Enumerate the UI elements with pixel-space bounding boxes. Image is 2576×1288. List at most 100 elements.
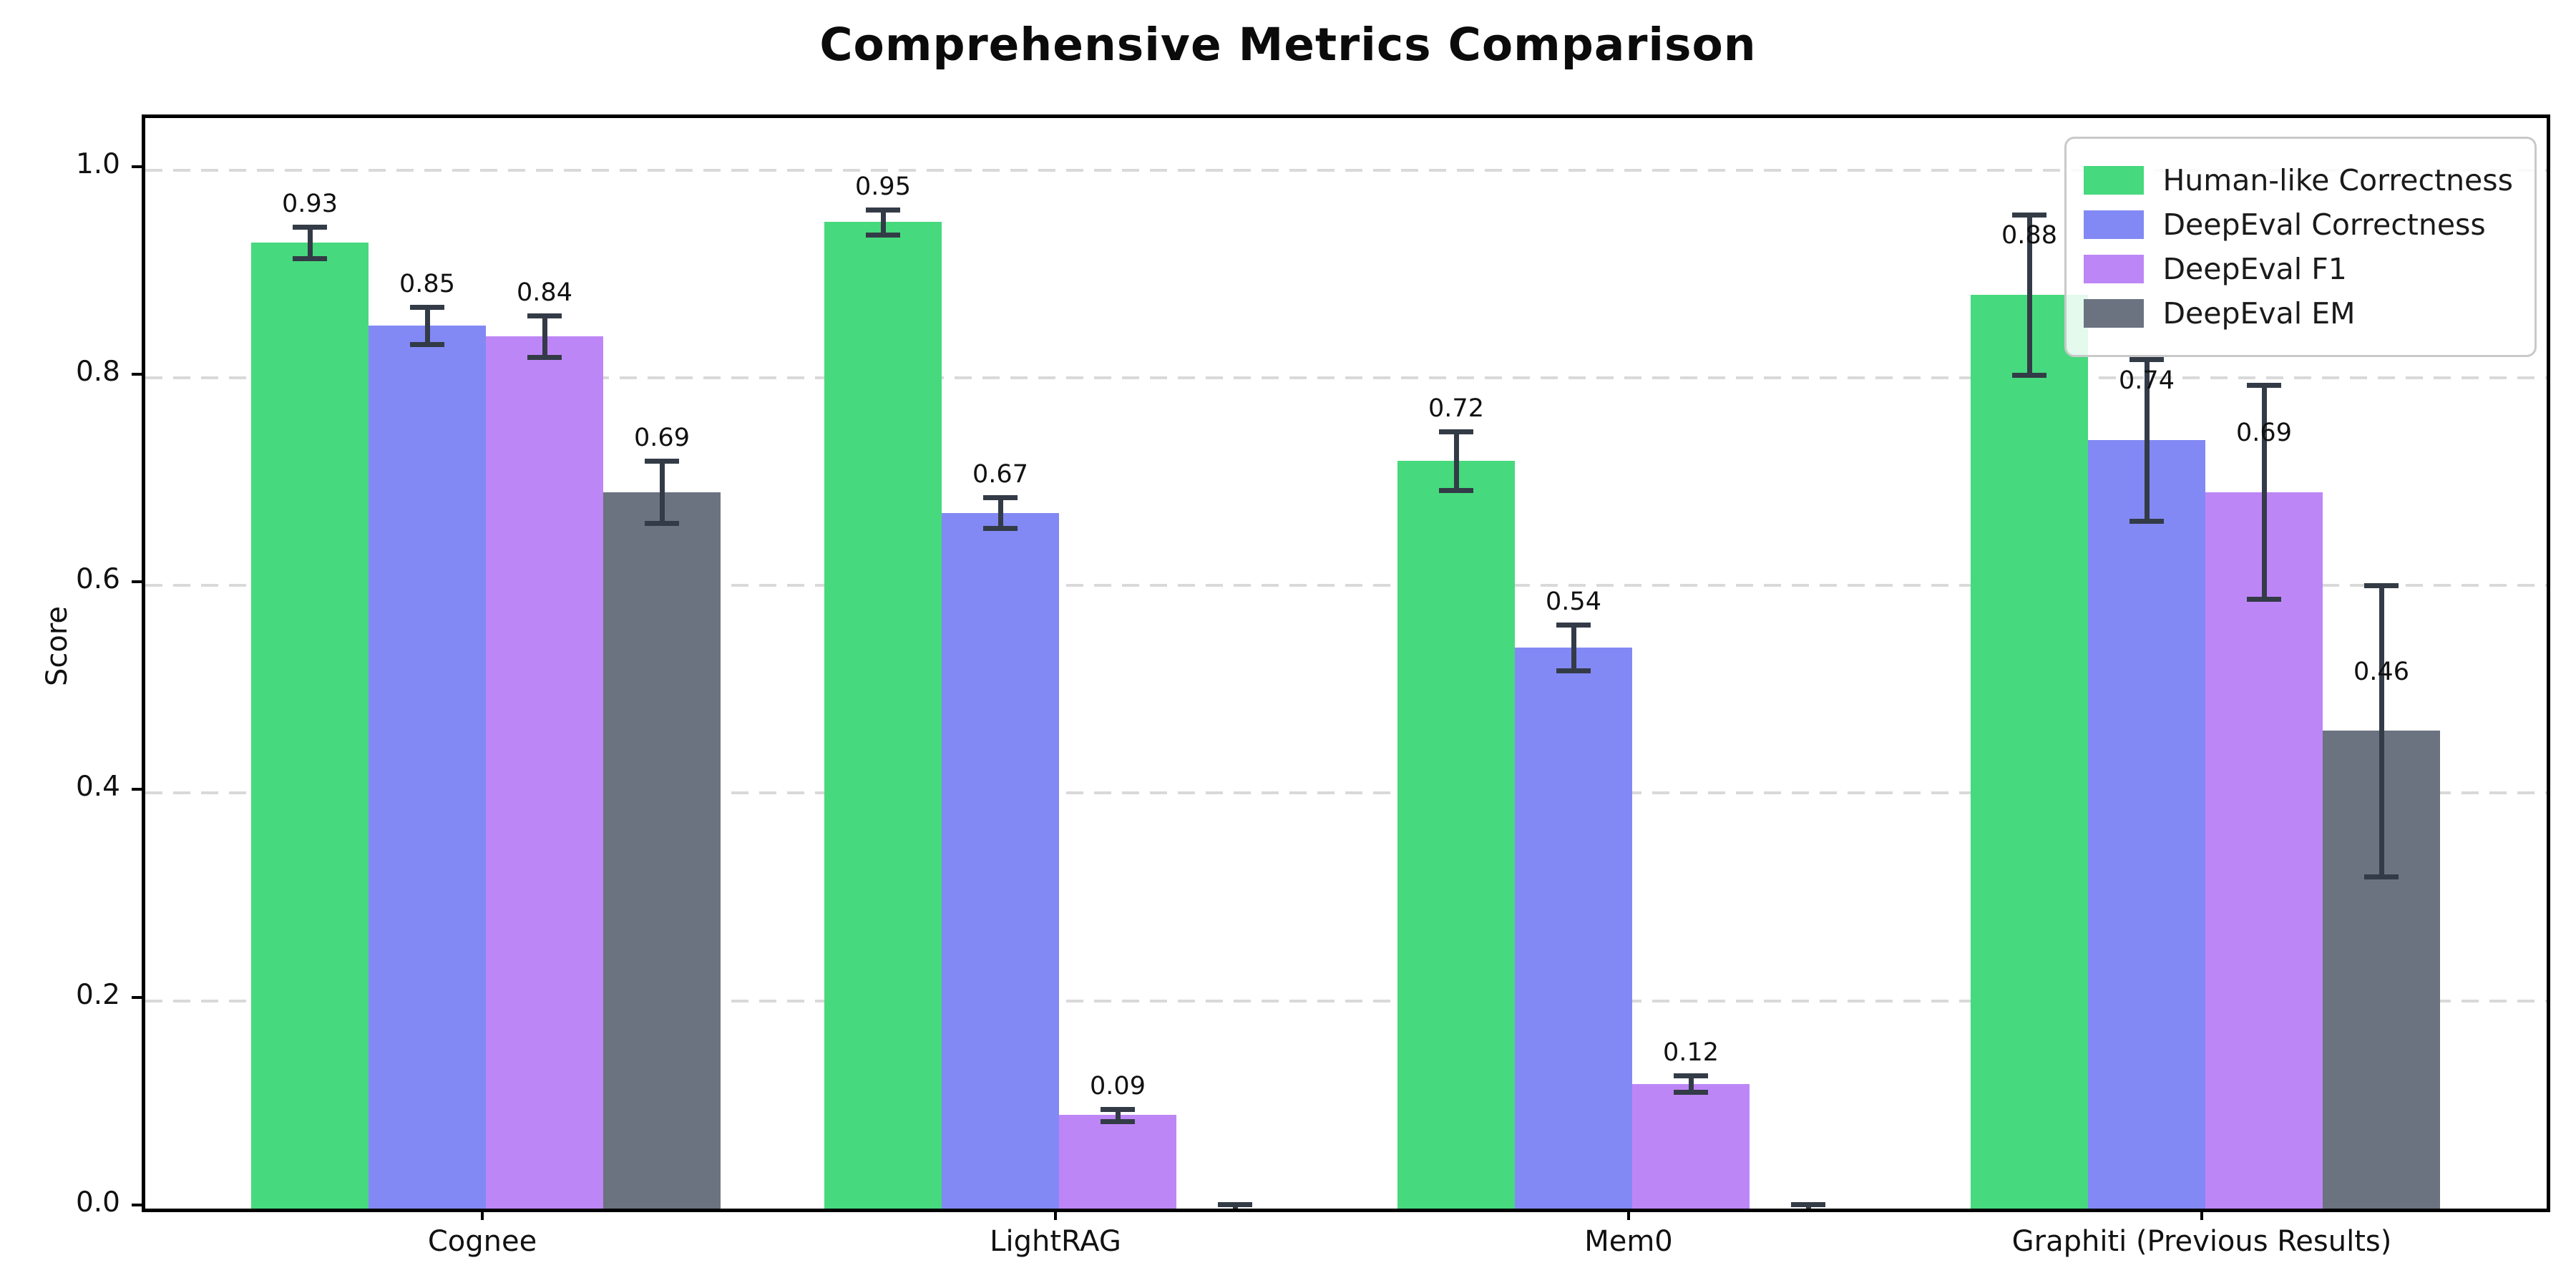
legend-row-deepeval-em: DeepEval EM <box>2084 296 2513 331</box>
errorbar-cap-bottom <box>527 354 562 360</box>
y-tick-1.0 <box>132 165 143 168</box>
errorbar-cap-top <box>866 207 900 213</box>
errorbar-line <box>1453 431 1459 490</box>
x-tick-3 <box>2200 1209 2203 1220</box>
bar-human-like-correctness-2 <box>1397 460 1515 1209</box>
errorbar-cap-top <box>1556 623 1591 628</box>
errorbar-line <box>1688 1075 1694 1093</box>
errorbar-cap-top <box>1674 1073 1708 1079</box>
bar-human-like-correctness-1 <box>824 222 942 1209</box>
y-axis-label: Score <box>41 605 74 687</box>
errorbar-line <box>542 315 547 357</box>
y-tick-label-0.8: 0.8 <box>75 355 120 388</box>
bar-deepeval-correctness-2 <box>1515 648 1632 1209</box>
x-category-label-0: Cognee <box>427 1225 537 1258</box>
bar-deepeval-f1-3 <box>2205 492 2323 1209</box>
errorbar-line <box>1571 625 1576 671</box>
errorbar-line <box>2379 585 2384 877</box>
errorbar-cap-bottom <box>2364 874 2399 879</box>
errorbar-cap-top <box>1101 1106 1135 1112</box>
bar-value-label: 0.95 <box>855 172 911 201</box>
errorbar-line <box>659 460 665 524</box>
errorbar-cap-top <box>2012 212 2046 218</box>
errorbar-cap-top <box>293 225 327 230</box>
legend-swatch-icon <box>2084 210 2145 239</box>
legend-swatch-icon <box>2084 166 2145 195</box>
x-tick-2 <box>1627 1209 1630 1220</box>
bar-human-like-correctness-3 <box>1971 294 2088 1209</box>
errorbar-cap-bottom <box>1556 668 1591 674</box>
y-tick-0.8 <box>132 372 143 376</box>
y-tick-label-0.0: 0.0 <box>75 1186 120 1219</box>
errorbar-line <box>424 307 430 345</box>
bar-value-label: 0.69 <box>2236 418 2292 447</box>
errorbar-cap-bottom <box>983 526 1018 532</box>
legend-row-deepeval-correctness: DeepEval Correctness <box>2084 208 2513 242</box>
gridline-0.4 <box>145 791 2547 795</box>
y-tick-0.2 <box>132 995 143 999</box>
legend-label: Human-like Correctness <box>2162 163 2513 197</box>
errorbar-line <box>2026 214 2032 375</box>
bar-deepeval-correctness-0 <box>369 326 486 1209</box>
bar-value-label: 0.74 <box>2119 366 2175 396</box>
bar-value-label: 0.12 <box>1663 1038 1719 1068</box>
y-tick-label-1.0: 1.0 <box>75 147 120 180</box>
bar-value-label: 0.84 <box>517 278 572 307</box>
bar-value-label: 0.88 <box>2001 220 2057 250</box>
x-category-label-2: Mem0 <box>1584 1225 1673 1258</box>
gridline-0.2 <box>145 999 2547 1002</box>
legend-label: DeepEval EM <box>2162 296 2356 331</box>
bar-deepeval-f1-1 <box>1059 1115 1176 1209</box>
legend-row-deepeval-f1: DeepEval F1 <box>2084 252 2513 286</box>
errorbar-cap-top <box>1791 1202 1825 1208</box>
bar-value-label: 0.85 <box>399 270 455 299</box>
y-tick-label-0.4: 0.4 <box>75 771 120 804</box>
y-tick-0.6 <box>132 580 143 584</box>
legend-label: DeepEval F1 <box>2162 252 2347 286</box>
errorbar-line <box>2261 385 2267 599</box>
errorbar-cap-bottom <box>866 232 900 238</box>
errorbar-cap-bottom <box>645 521 679 527</box>
errorbar-line <box>880 209 886 235</box>
bar-value-label: 0.69 <box>634 423 690 452</box>
bar-deepeval-f1-2 <box>1632 1083 1750 1209</box>
errorbar-line <box>997 497 1003 529</box>
bar-deepeval-correctness-1 <box>942 512 1059 1209</box>
errorbar-cap-bottom <box>2129 519 2164 525</box>
x-tick-0 <box>481 1209 484 1220</box>
errorbar-cap-top <box>1218 1202 1252 1208</box>
errorbar-line <box>307 227 313 258</box>
x-tick-1 <box>1054 1209 1057 1220</box>
errorbar-cap-bottom <box>410 342 444 348</box>
legend-swatch-icon <box>2084 299 2145 328</box>
errorbar-cap-bottom <box>1439 487 1473 493</box>
y-tick-0.0 <box>132 1204 143 1206</box>
bar-value-label: 0.67 <box>972 459 1028 489</box>
errorbar-cap-bottom <box>2012 372 2046 378</box>
errorbar-cap-top <box>527 313 562 318</box>
x-category-label-1: LightRAG <box>990 1225 1121 1258</box>
bar-deepeval-correctness-3 <box>2088 439 2205 1209</box>
bar-deepeval-em-0 <box>603 492 721 1209</box>
bar-value-label: 0.09 <box>1090 1071 1146 1101</box>
chart-title: Comprehensive Metrics Comparison <box>819 19 1757 71</box>
gridline-1.0 <box>145 168 2547 172</box>
y-tick-label-0.6: 0.6 <box>75 563 120 596</box>
bar-human-like-correctness-0 <box>251 243 369 1209</box>
errorbar-cap-bottom <box>293 255 327 261</box>
errorbar-cap-top <box>2247 383 2281 389</box>
errorbar-cap-bottom <box>2247 597 2281 602</box>
errorbar-cap-bottom <box>1674 1090 1708 1096</box>
errorbar-cap-top <box>645 458 679 464</box>
errorbar-cap-top <box>2129 356 2164 362</box>
y-tick-0.4 <box>132 788 143 791</box>
gridline-0.6 <box>145 584 2547 587</box>
errorbar-cap-top <box>983 494 1018 500</box>
y-tick-label-0.2: 0.2 <box>75 978 120 1011</box>
bar-deepeval-f1-0 <box>486 336 603 1209</box>
legend-label: DeepEval Correctness <box>2162 208 2486 242</box>
x-category-label-3: Graphiti (Previous Results) <box>2011 1225 2392 1258</box>
plot-area: Human-like Correctness DeepEval Correctne… <box>142 114 2550 1212</box>
errorbar-cap-top <box>410 305 444 311</box>
